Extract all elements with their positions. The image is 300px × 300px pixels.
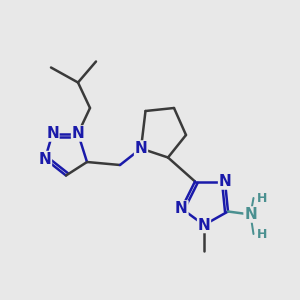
Text: N: N <box>244 207 257 222</box>
Text: N: N <box>175 201 188 216</box>
Text: N: N <box>46 126 59 141</box>
Text: H: H <box>256 191 267 205</box>
Text: N: N <box>72 126 84 141</box>
Text: N: N <box>219 174 231 189</box>
Text: H: H <box>256 227 267 241</box>
Text: N: N <box>198 218 210 232</box>
Text: N: N <box>39 152 51 166</box>
Text: N: N <box>135 141 147 156</box>
